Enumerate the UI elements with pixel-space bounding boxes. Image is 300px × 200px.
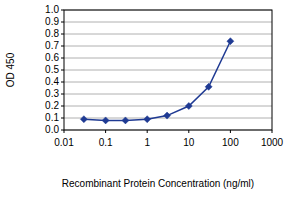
data-line: [84, 41, 231, 120]
data-point: [227, 38, 234, 45]
data-point: [185, 103, 192, 110]
plot-frame: [64, 10, 272, 130]
x-tick-label: 100: [222, 137, 239, 148]
y-tick-label: 0.4: [45, 76, 59, 87]
data-point: [205, 83, 212, 90]
y-tick-label: 1.0: [45, 4, 59, 15]
y-tick-label: 0.9: [45, 16, 59, 27]
y-tick-label: 0.0: [45, 124, 59, 135]
y-tick-label: 0.6: [45, 52, 59, 63]
data-point: [144, 116, 151, 123]
data-point: [102, 117, 109, 124]
y-tick-label: 0.8: [45, 28, 59, 39]
y-tick-label: 0.3: [45, 88, 59, 99]
grid-line: [64, 46, 272, 47]
y-tick-label: 0.2: [45, 100, 59, 111]
y-tick-label: 0.1: [45, 112, 59, 123]
grid-line: [64, 70, 272, 71]
grid-line: [64, 106, 272, 107]
x-tick-label: 0.1: [99, 137, 113, 148]
plot-area: [80, 38, 234, 124]
y-tick-label: 0.5: [45, 64, 59, 75]
data-point: [122, 117, 129, 124]
x-tick-label: 1: [144, 137, 150, 148]
x-tick-label: 0.01: [54, 137, 74, 148]
y-axis-title: OD 450: [5, 52, 16, 87]
x-tick-label: 10: [183, 137, 195, 148]
data-point: [164, 112, 171, 119]
grid-line: [64, 94, 272, 95]
chart: 0.00.10.20.30.40.50.60.70.80.91.00.010.1…: [0, 0, 300, 200]
grid-line: [64, 58, 272, 59]
grid-line: [64, 22, 272, 23]
data-point: [80, 116, 87, 123]
grid-line: [64, 34, 272, 35]
grid-line: [64, 82, 272, 83]
y-tick-label: 0.7: [45, 40, 59, 51]
x-axis-title: Recombinant Protein Concentration (ng/ml…: [62, 178, 254, 189]
x-tick-label: 1000: [261, 137, 284, 148]
